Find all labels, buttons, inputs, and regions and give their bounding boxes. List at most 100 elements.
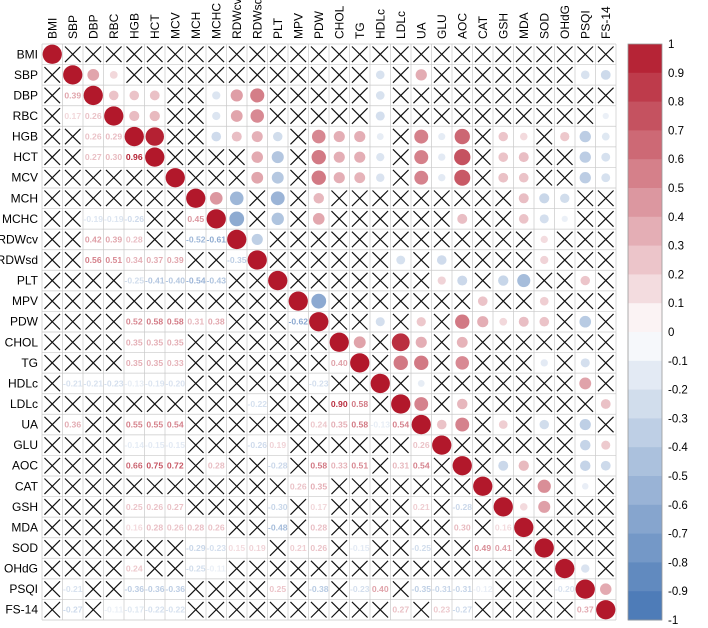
nonsignificant-cross — [474, 231, 491, 248]
nonsignificant-cross — [556, 498, 573, 516]
corr-value: 0.17 — [310, 502, 327, 512]
nonsignificant-cross — [208, 436, 225, 454]
diagonal-circle — [493, 497, 513, 517]
nonsignificant-cross — [474, 251, 491, 269]
column-label: MCHC — [209, 3, 223, 39]
corr-circle — [477, 296, 488, 306]
corr-value: -0.13 — [124, 378, 144, 388]
diagonal-circle — [288, 291, 308, 311]
nonsignificant-cross — [105, 416, 122, 433]
nonsignificant-cross — [44, 580, 61, 598]
nonsignificant-cross — [577, 107, 594, 125]
nonsignificant-cross — [372, 601, 389, 618]
nonsignificant-cross — [454, 375, 471, 392]
corr-circle — [518, 214, 529, 224]
colorbar-segment — [628, 216, 662, 247]
nonsignificant-cross — [146, 169, 163, 186]
corr-value: 0.23 — [433, 605, 450, 615]
nonsignificant-cross — [85, 292, 102, 310]
nonsignificant-cross — [556, 519, 573, 536]
corr-circle — [250, 88, 265, 103]
corr-circle — [540, 255, 549, 265]
nonsignificant-cross — [228, 334, 245, 351]
nonsignificant-cross — [85, 436, 102, 454]
column-label: RBC — [107, 13, 121, 39]
corr-value: 0.56 — [85, 255, 102, 265]
nonsignificant-cross — [105, 498, 122, 516]
nonsignificant-cross — [44, 292, 61, 310]
nonsignificant-cross — [85, 601, 102, 618]
corr-value: -0.22 — [247, 399, 267, 409]
nonsignificant-cross — [44, 601, 61, 618]
corr-value: 0.37 — [146, 255, 163, 265]
corr-circle — [601, 173, 611, 183]
nonsignificant-cross — [515, 292, 532, 310]
nonsignificant-cross — [290, 169, 307, 186]
nonsignificant-cross — [372, 354, 389, 372]
nonsignificant-cross — [310, 354, 327, 372]
nonsignificant-cross — [269, 46, 286, 63]
nonsignificant-cross — [454, 478, 471, 495]
nonsignificant-cross — [44, 87, 61, 104]
nonsignificant-cross — [269, 560, 286, 577]
nonsignificant-cross — [269, 354, 286, 372]
corr-circle — [601, 152, 611, 162]
corr-circle — [539, 214, 549, 224]
colorbar-tick-label: 0.4 — [668, 212, 685, 224]
nonsignificant-cross — [433, 354, 450, 372]
nonsignificant-cross — [597, 292, 614, 310]
nonsignificant-cross — [269, 231, 286, 248]
nonsignificant-cross — [44, 539, 61, 557]
nonsignificant-cross — [85, 560, 102, 577]
colorbar-segment — [628, 101, 662, 131]
nonsignificant-cross — [495, 375, 512, 392]
nonsignificant-cross — [454, 231, 471, 248]
nonsignificant-cross — [310, 272, 327, 289]
corr-circle — [436, 419, 447, 430]
corr-value: 0.26 — [85, 111, 102, 121]
corr-circle — [580, 275, 590, 286]
corr-value: 0.28 — [146, 522, 163, 532]
nonsignificant-cross — [146, 539, 163, 557]
corr-value: 0.26 — [290, 481, 307, 491]
nonsignificant-cross — [187, 436, 204, 454]
nonsignificant-cross — [556, 334, 573, 351]
nonsignificant-cross — [126, 478, 143, 495]
row-label: RDWcv — [0, 232, 38, 246]
column-labels: BMI SBP DBP RBC HGB HCT MCV MCH MCHC RDWcv RDWsd PL… — [45, 0, 613, 39]
row-label: PSQI — [9, 582, 38, 596]
nonsignificant-cross — [269, 375, 286, 392]
corr-circle — [538, 500, 551, 513]
nonsignificant-cross — [64, 210, 81, 228]
nonsignificant-cross — [392, 313, 409, 330]
nonsignificant-cross — [85, 272, 102, 289]
nonsignificant-cross — [105, 436, 122, 454]
nonsignificant-cross — [495, 107, 512, 125]
nonsignificant-cross — [249, 210, 266, 228]
corr-value: 0.35 — [126, 358, 143, 368]
nonsignificant-cross — [392, 128, 409, 145]
colorbar-tick-label: 0 — [668, 327, 674, 339]
nonsignificant-cross — [577, 334, 594, 351]
nonsignificant-cross — [351, 251, 368, 269]
nonsignificant-cross — [392, 580, 409, 598]
nonsignificant-cross — [413, 560, 430, 577]
nonsignificant-cross — [392, 292, 409, 310]
corr-circle — [438, 153, 446, 161]
nonsignificant-cross — [249, 190, 266, 207]
corr-value: -0.27 — [452, 605, 472, 615]
nonsignificant-cross — [556, 478, 573, 495]
corr-value: -0.15 — [350, 543, 370, 553]
nonsignificant-cross — [290, 251, 307, 269]
nonsignificant-cross — [187, 457, 204, 474]
corr-circle — [580, 358, 590, 368]
corr-circle — [602, 112, 609, 120]
nonsignificant-cross — [85, 354, 102, 372]
nonsignificant-cross — [433, 87, 450, 104]
corr-value: -0.25 — [186, 564, 206, 574]
nonsignificant-cross — [556, 148, 573, 166]
nonsignificant-cross — [577, 498, 594, 516]
diagonal-circle — [268, 270, 288, 291]
nonsignificant-cross — [64, 128, 81, 145]
corr-value: 0.54 — [392, 420, 409, 430]
